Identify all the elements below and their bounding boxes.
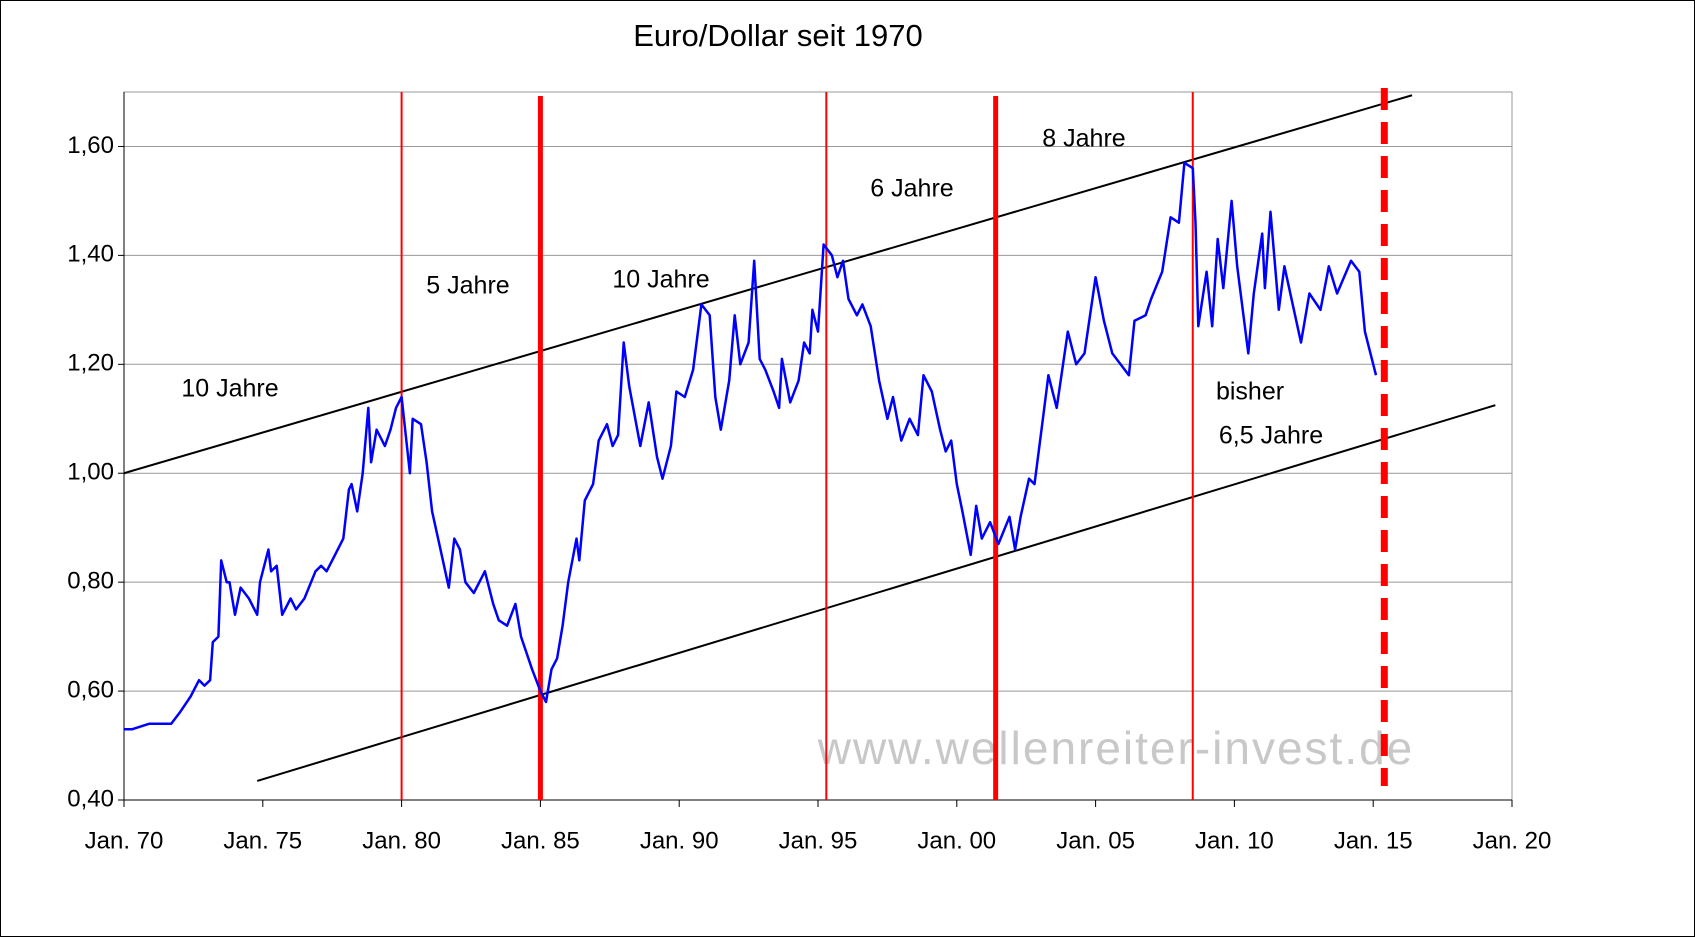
price-line — [124, 161, 1378, 731]
y-tick-label: 0,40 — [67, 785, 114, 812]
y-tick-label: 1,40 — [67, 241, 114, 268]
annotation: 6 Jahre — [870, 175, 953, 203]
annotation: 6,5 Jahre — [1219, 422, 1323, 450]
watermark: www.wellenreiter-invest.de — [817, 722, 1415, 774]
annotation: 10 Jahre — [181, 375, 278, 403]
annotation: 8 Jahre — [1042, 125, 1125, 153]
trend-line — [256, 404, 1496, 782]
x-tick-label: Jan. 80 — [362, 827, 441, 854]
x-tick-label: Jan. 05 — [1056, 827, 1135, 854]
x-tick-label: Jan. 85 — [501, 827, 580, 854]
x-tick-label: Jan. 15 — [1334, 827, 1413, 854]
x-tick-label: Jan. 75 — [223, 827, 302, 854]
y-tick-label: 1,00 — [67, 459, 114, 486]
y-tick-label: 0,60 — [67, 676, 114, 703]
annotation: 10 Jahre — [612, 266, 709, 294]
plot-area — [123, 91, 1513, 801]
x-tick-label: Jan. 20 — [1473, 827, 1552, 854]
annotation: 5 Jahre — [426, 272, 509, 300]
x-tick-label: Jan. 70 — [85, 827, 164, 854]
x-tick-label: Jan. 00 — [917, 827, 996, 854]
x-tick-label: Jan. 95 — [779, 827, 858, 854]
chart-title: Euro/Dollar seit 1970 — [633, 18, 923, 53]
y-tick-label: 0,80 — [67, 567, 114, 594]
y-tick-label: 1,20 — [67, 350, 114, 377]
y-tick-label: 1,60 — [67, 132, 114, 159]
trend-line — [123, 94, 1413, 475]
x-tick-label: Jan. 90 — [640, 827, 719, 854]
x-tick-label: Jan. 10 — [1195, 827, 1274, 854]
annotation: bisher — [1216, 378, 1284, 406]
